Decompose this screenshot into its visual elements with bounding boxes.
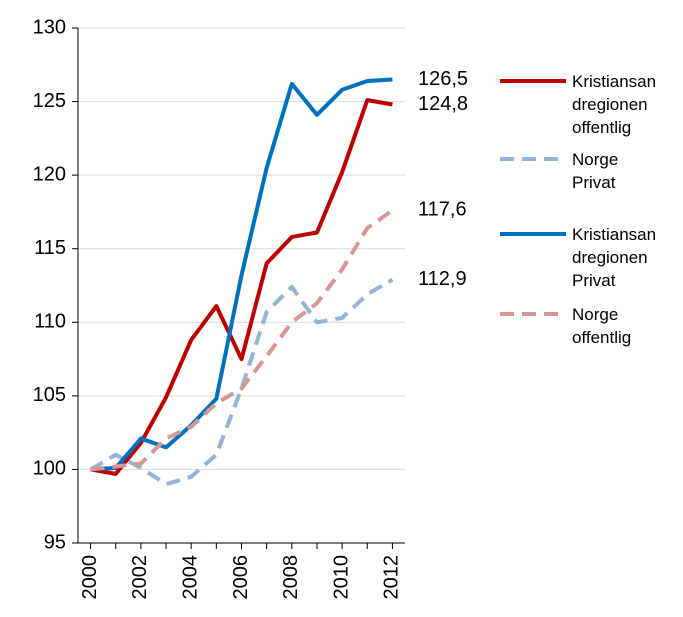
- x-tick-label: 2006: [230, 555, 252, 600]
- legend-label: Norge offentlig: [572, 305, 632, 347]
- x-tick-label: 2004: [179, 555, 201, 600]
- series-line: [90, 77, 393, 472]
- value-label: 112,9: [418, 268, 467, 290]
- series-line: [90, 98, 393, 476]
- value-label: 124,8: [418, 93, 468, 115]
- value-label: 126,5: [418, 68, 468, 90]
- x-tick-label: 2010: [330, 555, 352, 600]
- y-tick-label: 110: [34, 311, 66, 333]
- y-tick-label: 115: [34, 237, 66, 259]
- y-tick-label: 130: [33, 16, 66, 38]
- value-label: 117,6: [418, 199, 467, 221]
- y-tick-label: 120: [33, 163, 66, 185]
- y-tick-label: 100: [33, 458, 66, 480]
- y-tick-label: 125: [33, 90, 66, 112]
- x-tick-label: 2012: [381, 555, 403, 600]
- series-line: [90, 208, 394, 472]
- x-tick-label: 2000: [79, 555, 101, 600]
- x-tick-label: 2002: [129, 555, 151, 600]
- y-tick-label: 105: [33, 384, 66, 406]
- legend-label: Norge Privat: [572, 150, 619, 192]
- series-line: [89, 277, 394, 487]
- x-tick-label: 2008: [280, 555, 302, 600]
- y-tick-label: 95: [44, 531, 66, 553]
- legend-label: Kristiansandregionen offentlig: [572, 72, 657, 137]
- legend-label: Kristiansandregionen Privat: [572, 225, 657, 290]
